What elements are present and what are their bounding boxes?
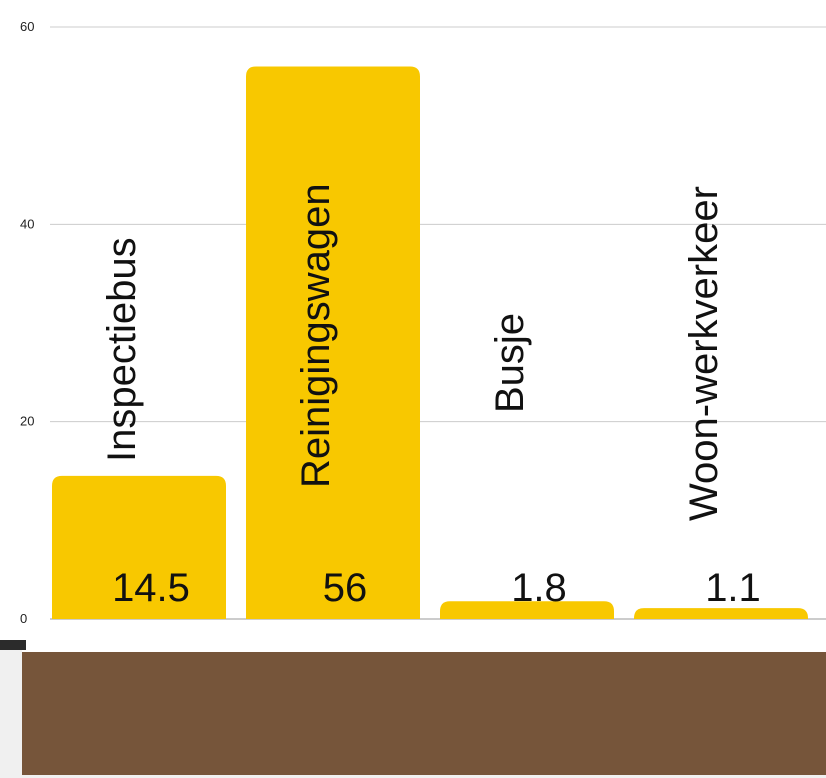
footer-strip (22, 775, 826, 778)
y-tick-label: 0 (20, 611, 27, 626)
bar (246, 66, 420, 619)
value-label: 1.8 (511, 566, 567, 610)
y-tick-label: 60 (20, 19, 34, 34)
bar (634, 608, 808, 619)
footer-panel (22, 652, 826, 775)
y-tick-label: 20 (20, 414, 34, 429)
footer-side-panel (0, 640, 22, 778)
y-tick-label: 40 (20, 216, 34, 231)
value-label: 56 (323, 566, 368, 610)
value-label: 1.1 (705, 566, 761, 610)
bar (440, 601, 614, 619)
footer-dark-tab (0, 640, 26, 650)
category-label: Woon-werkverkeer (682, 186, 726, 521)
value-label: 14.5 (112, 566, 190, 610)
category-label: Busje (488, 313, 532, 413)
category-label: Inspectiebus (100, 237, 144, 462)
bar (52, 475, 226, 619)
bar-chart: 0 20 40 60 14.5 Inspectiebus 56 Reinigingswagen… (20, 19, 826, 626)
category-label: Reinigingswagen (294, 183, 338, 488)
